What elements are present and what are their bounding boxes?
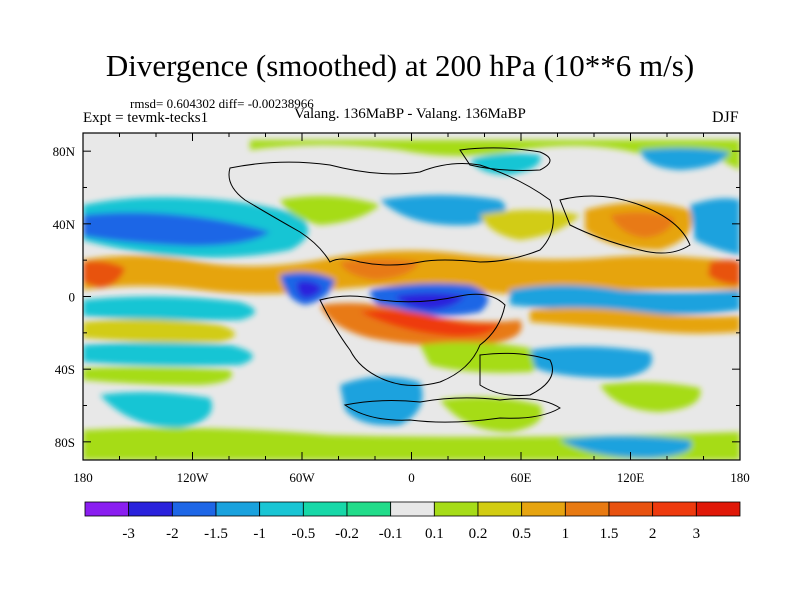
colorbar-swatch [433, 501, 479, 517]
colorbar-swatch [302, 501, 348, 517]
lon-tick-label: 0 [408, 470, 415, 485]
lon-tick-label: 60W [289, 470, 315, 485]
lon-tick-label: 60E [511, 470, 532, 485]
africa-convergence-core [395, 293, 465, 310]
colorbar-swatch [84, 501, 130, 517]
north-atlantic-divergence [280, 196, 380, 225]
colorbar-swatch [477, 501, 523, 517]
colorbar-level-label: 0.2 [469, 526, 488, 542]
colorbar-swatch [564, 501, 610, 517]
indian-ocean-convergence [510, 285, 740, 315]
siberia-coastline [459, 147, 551, 171]
south-indian-green [600, 382, 701, 412]
antarctic-convergence [100, 392, 212, 428]
colorbar-level-label: 2 [649, 526, 657, 542]
south-pacific-green-band [83, 366, 232, 385]
north-pacific-convergence-core [83, 212, 270, 246]
antarctica-coastline [343, 397, 561, 423]
longitude-axis: 180 120W 60W 0 60E 120E 180 [73, 133, 750, 485]
central-pacific-divergence-core-east [708, 260, 740, 285]
arctic-convergence-patch-east [640, 147, 730, 170]
plot-title: Divergence (smoothed) at 200 hPa (10**6 … [105, 48, 695, 83]
colorbar-level-label: -2 [166, 526, 179, 542]
colorbar-swatch [259, 501, 304, 517]
tropical-atlantic-divergence [340, 258, 420, 280]
southern-ocean-green [420, 342, 545, 373]
experiment-label: Expt = tevmk-tecks1 [83, 110, 209, 126]
colorbar-level-label: 1 [562, 526, 570, 542]
laurasia-coastline [228, 161, 554, 266]
pacific-arc-coastline [559, 195, 691, 254]
lat-tick-label: 0 [69, 290, 76, 305]
latitude-axis: 80N 40N 0 40S 80S [53, 144, 740, 450]
colorbar-level-label: -1.5 [204, 526, 228, 542]
colorbar-swatch [608, 501, 654, 517]
colorbar: -3 -2 -1.5 -1 -0.5 -0.2 -0.1 0.1 0.2 0.5 1 1.5 2 3 [84, 501, 741, 542]
antarctic-divergence [440, 396, 542, 432]
colorbar-swatch [521, 501, 566, 517]
colorbar-level-label: 1.5 [600, 526, 619, 542]
colorbar-swatch [695, 501, 741, 517]
antarctic-green-band [83, 427, 740, 460]
stats-text: rmsd= 0.604302 diff= -0.00238966 [130, 96, 314, 111]
south-indian-divergence [530, 307, 740, 334]
gondwana-coastline [319, 293, 506, 386]
tropical-pacific-convergence [83, 296, 255, 321]
arctic-convergence-patch [470, 153, 541, 175]
colorbar-level-label: -0.1 [379, 526, 403, 542]
colorbar-level-label: 3 [693, 526, 701, 542]
lon-tick-label: 180 [73, 470, 93, 485]
lon-tick-label: 120E [617, 470, 645, 485]
asia-divergence [480, 210, 580, 240]
west-pacific-divergence-core [610, 212, 675, 238]
lon-tick-label: 120W [177, 470, 210, 485]
colorbar-swatch [390, 501, 435, 517]
south-pacific-convergence-band [83, 342, 253, 366]
colorbar-level-label: 0.5 [512, 526, 531, 542]
south-indian-convergence [530, 346, 652, 378]
north-east-pacific-convergence [690, 198, 740, 255]
colorbar-level-label: 0.1 [425, 526, 444, 542]
south-america-convergence-core [296, 280, 322, 298]
colorbar-level-label: -3 [122, 526, 135, 542]
colorbar-level-label: -1 [253, 526, 266, 542]
colorbar-level-label: -0.2 [335, 526, 359, 542]
south-atlantic-divergence-core [360, 310, 500, 337]
lon-tick-label: 180 [730, 470, 750, 485]
case-label: Valang. 136MaBP - Valang. 136MaBP [294, 106, 526, 122]
colorbar-swatch [215, 501, 261, 517]
season-label: DJF [712, 109, 739, 126]
lat-tick-label: 40N [53, 217, 76, 232]
colorbar-swatch [346, 501, 392, 517]
south-pacific-divergence [83, 319, 235, 343]
lat-tick-label: 80N [53, 144, 76, 159]
arctic-divergence-band [250, 140, 740, 170]
colorbar-swatch [171, 501, 217, 517]
colorbar-swatch [652, 501, 697, 517]
equatorial-divergence-belt [83, 250, 740, 296]
colorbar-level-label: -0.5 [291, 526, 315, 542]
east-gondwana-coastline [479, 352, 553, 396]
central-pacific-divergence-core [83, 260, 125, 288]
colorbar-swatch [128, 501, 173, 517]
antarctic-convergence-east [560, 436, 692, 458]
coastlines [228, 147, 691, 423]
lat-tick-label: 40S [55, 362, 75, 377]
contour-field [83, 133, 740, 460]
lat-tick-label: 80S [55, 435, 75, 450]
north-atlantic-convergence [380, 195, 506, 226]
